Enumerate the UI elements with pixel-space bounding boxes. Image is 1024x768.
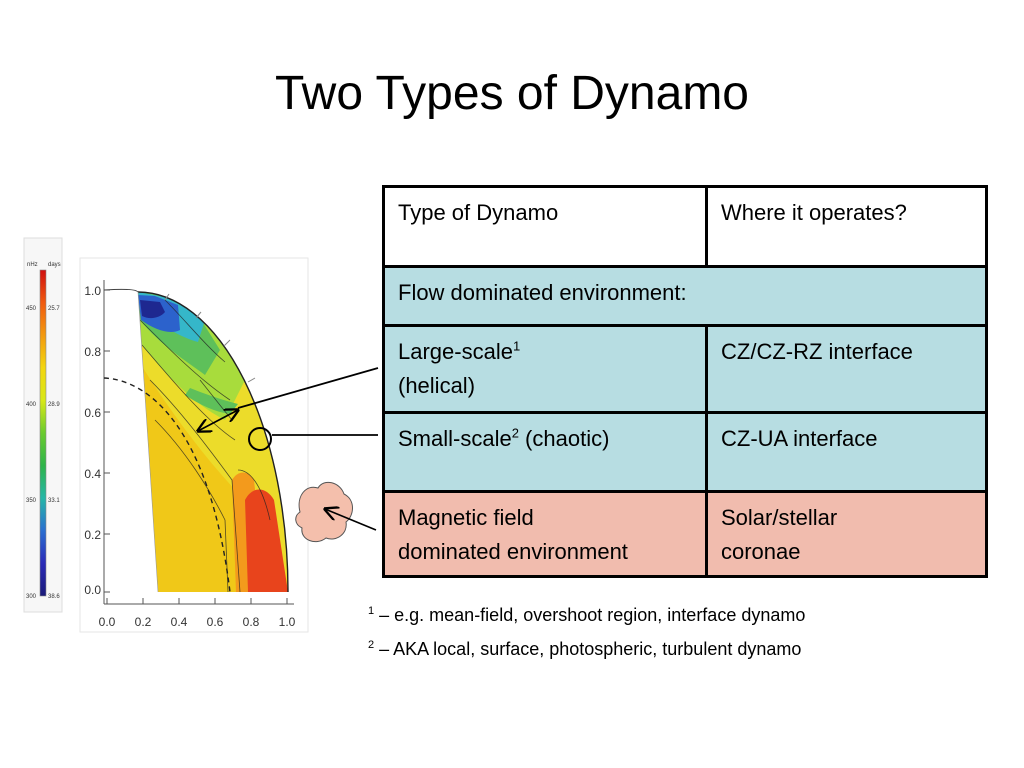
large-scale-where-cell: CZ/CZ-RZ interface — [705, 324, 988, 414]
header-type-cell: Type of Dynamo — [382, 185, 708, 268]
small-scale-where-cell: CZ-UA interface — [705, 411, 988, 493]
footnote-marker: 2 — [368, 639, 375, 651]
magnetic-where-cell: Solar/stellar coronae — [705, 490, 988, 578]
large-scale-sublabel: (helical) — [398, 373, 476, 398]
footnote-ref-2: 2 — [511, 425, 519, 441]
x-tick-label: 0.4 — [171, 615, 188, 629]
footnote-ref-1: 1 — [512, 338, 521, 354]
large-scale-type-cell: Large-scale1 (helical) — [382, 324, 708, 414]
footnotes: 1 – e.g. mean-field, overshoot region, i… — [368, 596, 805, 664]
x-tick-label: 0.6 — [207, 615, 224, 629]
magnetic-where-line1: Solar/stellar — [721, 505, 838, 530]
y-tick-label: 0.8 — [84, 345, 101, 359]
colorbar-left-tick: 350 — [26, 498, 37, 504]
x-tick-label: 0.8 — [243, 615, 260, 629]
large-scale-arrow — [198, 410, 238, 431]
x-tick-label: 1.0 — [279, 615, 296, 629]
magnetic-label-line2: dominated environment — [398, 539, 628, 564]
header-type-label: Type of Dynamo — [398, 200, 559, 225]
slide-title: Two Types of Dynamo — [275, 67, 749, 120]
magnetic-label-line1: Magnetic field — [398, 505, 534, 530]
large-scale-connector — [237, 367, 379, 409]
small-scale-where: CZ-UA interface — [721, 426, 878, 451]
small-scale-row: Small-scale2 (chaotic) CZ-UA interface — [382, 411, 988, 493]
colorbar-right-tick: 25.7 — [48, 306, 60, 312]
colorbar-left-tick: 400 — [26, 402, 37, 408]
x-tick-label: 0.0 — [99, 615, 116, 629]
magnetic-where-line2: coronae — [721, 539, 801, 564]
colorbar: nHz days 450 400 350 300 25.7 28.9 33.1 … — [23, 237, 63, 613]
magnetic-dominated-row: Magnetic field dominated environment Sola… — [382, 490, 988, 578]
colorbar-right-tick: 38.6 — [48, 594, 60, 600]
y-tick-label: 1.0 — [84, 284, 101, 298]
colorbar-left-tick: 450 — [26, 306, 37, 312]
tachocline-line — [103, 377, 231, 593]
table-header-row: Type of Dynamo Where it operates? — [382, 185, 988, 268]
corona-arrow — [325, 509, 377, 531]
footnote-text: – AKA local, surface, photospheric, turb… — [374, 639, 802, 659]
y-tick-label: 0.2 — [84, 528, 101, 542]
y-tick-label: 0.0 — [84, 583, 101, 597]
colorbar-unit-left: nHz — [27, 262, 38, 268]
surface-arc — [103, 288, 139, 293]
y-tick-label: 0.6 — [84, 406, 101, 420]
dynamo-types-table: Type of Dynamo Where it operates? Flow d… — [382, 185, 988, 578]
large-scale-row: Large-scale1 (helical) CZ/CZ-RZ interface — [382, 324, 988, 414]
corona-blob — [295, 481, 353, 543]
x-tick-label: 0.2 — [135, 615, 152, 629]
quadrant-inner-edge — [137, 291, 159, 593]
header-where-label: Where it operates? — [721, 200, 907, 225]
y-tick-label: 0.4 — [84, 467, 101, 481]
footnote-2: 2 – AKA local, surface, photospheric, tu… — [368, 630, 805, 664]
magnetic-type-cell: Magnetic field dominated environment — [382, 490, 708, 578]
colorbar-right-tick: 33.1 — [48, 498, 60, 504]
colorbar-strip — [39, 269, 47, 597]
footnote-text: – e.g. mean-field, overshoot region, int… — [374, 605, 806, 625]
flow-dominated-cell: Flow dominated environment: — [382, 265, 988, 327]
colorbar-left-tick: 300 — [26, 594, 37, 600]
colorbar-right-tick: 28.9 — [48, 402, 60, 408]
large-scale-label: Large-scale — [398, 339, 513, 364]
flow-dominated-row: Flow dominated environment: — [382, 265, 988, 327]
footnote-1: 1 – e.g. mean-field, overshoot region, i… — [368, 596, 805, 630]
footnote-marker: 1 — [368, 605, 375, 617]
flow-dominated-label: Flow dominated environment: — [398, 280, 687, 305]
small-scale-marker — [248, 427, 272, 451]
header-where-cell: Where it operates? — [705, 185, 988, 268]
small-scale-label: Small-scale — [398, 426, 512, 451]
large-scale-where: CZ/CZ-RZ interface — [721, 339, 913, 364]
quadrant-outline — [137, 291, 289, 593]
small-scale-type-cell: Small-scale2 (chaotic) — [382, 411, 708, 493]
colorbar-unit-right: days — [48, 262, 61, 268]
small-scale-sublabel: (chaotic) — [518, 426, 610, 451]
